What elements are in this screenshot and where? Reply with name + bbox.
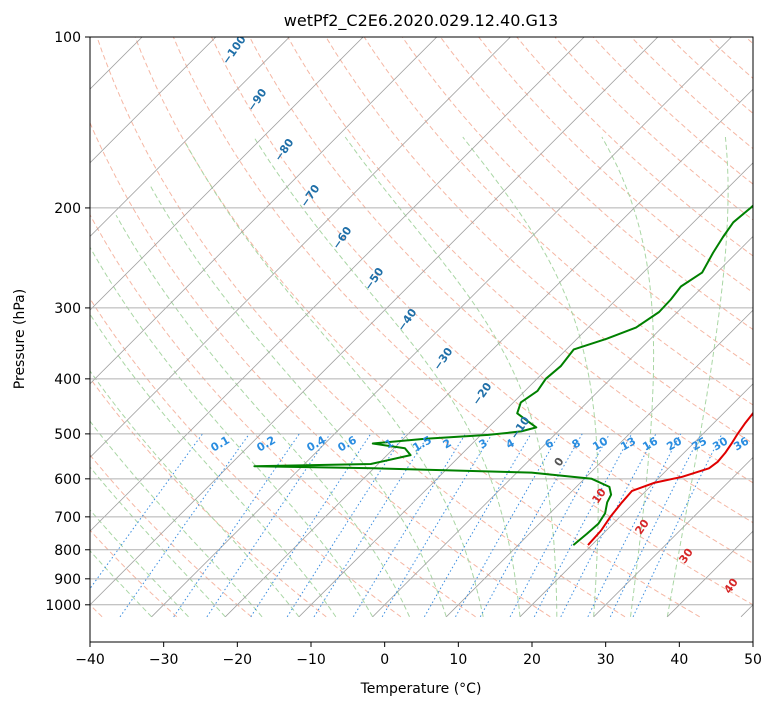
- x-tick-label: 30: [597, 652, 615, 668]
- dry-adiabat: [249, 37, 753, 524]
- y-tick-label: 800: [54, 543, 81, 559]
- isotherm: [90, 37, 585, 532]
- mixing-ratio-line: [119, 433, 250, 618]
- mixing-ratio-line: [90, 433, 203, 590]
- dry-adiabat: [90, 529, 178, 618]
- dry-adiabat: [90, 377, 327, 618]
- isotherm: [519, 383, 753, 618]
- mixing-ratio-line: [560, 433, 657, 618]
- x-tick-label: −30: [149, 652, 179, 668]
- y-tick-label: 200: [54, 201, 81, 217]
- moist-adiabat: [185, 143, 484, 617]
- dry-adiabat: [90, 213, 476, 618]
- x-tick-label: −40: [75, 652, 105, 668]
- y-tick-label: 700: [54, 510, 81, 526]
- isotherm: [90, 37, 512, 459]
- temperature-profile-line: [587, 411, 753, 546]
- isotherm: [446, 309, 753, 618]
- mixing-ratio-line: [509, 433, 610, 618]
- dry-adiabat: [172, 37, 753, 606]
- x-tick-label: 20: [523, 652, 541, 668]
- isotherm: [90, 37, 364, 311]
- mixing-ratio-line: [286, 433, 405, 618]
- dry-adiabat: [363, 37, 753, 406]
- moist-adiabat: [90, 466, 226, 618]
- dry-adiabat: [134, 37, 700, 618]
- x-tick-label: 0: [380, 652, 389, 668]
- mixing-ratio-line: [250, 433, 372, 618]
- isotherm: [90, 37, 659, 606]
- data-layer: [253, 204, 753, 546]
- x-axis-label: Temperature (°C): [360, 681, 482, 697]
- mixing-ratio-line: [313, 433, 430, 618]
- dry-adiabat: [210, 37, 753, 564]
- x-tick-label: 50: [744, 652, 762, 668]
- isotherm: [298, 162, 753, 618]
- dry-adiabat: [287, 37, 753, 484]
- dry-adiabat: [401, 37, 753, 368]
- isotherm: [151, 37, 733, 618]
- isotherm: [90, 37, 217, 164]
- dewpoint-profile-line: [253, 204, 753, 546]
- dry-adiabat: [90, 297, 402, 618]
- plot-frame: [89, 36, 754, 643]
- isotherm: [225, 88, 753, 618]
- moist-adiabat: [90, 246, 374, 618]
- y-tick-label: 100: [54, 30, 81, 46]
- mixing-ratio-line: [632, 433, 723, 618]
- x-tick-label: −10: [296, 652, 326, 668]
- isotherm: [90, 37, 291, 238]
- isotherm: [593, 456, 753, 618]
- y-tick-label: 300: [54, 301, 81, 317]
- x-tick-label: 10: [449, 652, 467, 668]
- x-tick-label: 40: [670, 652, 688, 668]
- mixing-ratio-line: [609, 433, 702, 618]
- y-tick-label: 400: [54, 372, 81, 388]
- mixing-ratio-line: [587, 433, 682, 618]
- chart-title: wetPf2_C2E6.2020.029.12.40.G13: [284, 11, 558, 31]
- y-tick-label: 900: [54, 572, 81, 588]
- y-tick-label: 1000: [45, 598, 81, 614]
- dry-adiabat: [96, 37, 626, 618]
- x-tick-label: −20: [223, 652, 253, 668]
- mixing-ratio-line: [479, 433, 583, 618]
- moist-adiabat: [149, 184, 447, 617]
- isotherm: [372, 235, 753, 618]
- dry-adiabat: [478, 37, 753, 294]
- moist-adiabat: [90, 313, 337, 618]
- moist-adiabat: [90, 420, 263, 618]
- y-tick-label: 500: [54, 427, 81, 443]
- dry-adiabat: [90, 454, 252, 618]
- mixing-ratio-line: [381, 433, 493, 618]
- axes-layer: −40 −30 −20 −10 0 10 20 30 40 50 100 200 300 400 500 60…: [45, 30, 762, 668]
- isotherm: [90, 37, 438, 385]
- y-axis-label: Pressure (hPa): [12, 289, 28, 389]
- mixing-ratio-line: [533, 433, 633, 618]
- y-tick-label: 600: [54, 472, 81, 488]
- moist-adiabat: [90, 370, 300, 618]
